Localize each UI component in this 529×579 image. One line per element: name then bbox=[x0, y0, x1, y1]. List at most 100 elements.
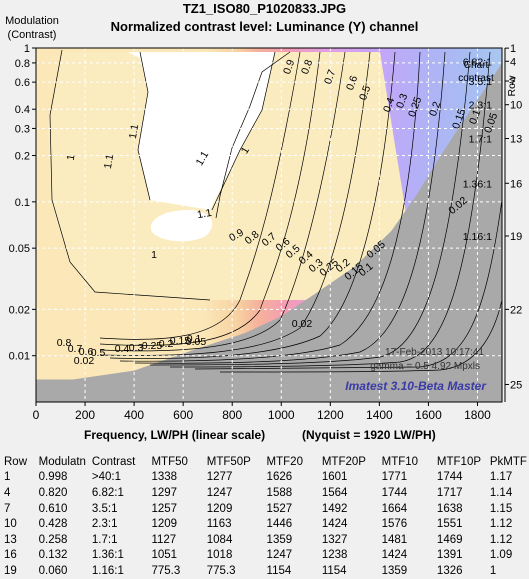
contour-label: 1 bbox=[151, 249, 157, 261]
right-contrast-label: 2.3:1 bbox=[469, 100, 493, 112]
table-cell: 10 bbox=[4, 518, 17, 531]
table-cell: 1.17 bbox=[489, 471, 513, 484]
gamma-label: gamma = 0.5 4.92 Mpxls bbox=[370, 361, 480, 372]
contour-label: 0.5 bbox=[357, 84, 373, 102]
table-cell: 19 bbox=[4, 564, 17, 577]
y-tick-label: 1 bbox=[24, 43, 30, 55]
table-cell: 1717 bbox=[436, 486, 463, 499]
right-row-label: 1 bbox=[510, 43, 516, 55]
right-contrast-label: 6.82:1 bbox=[463, 56, 492, 68]
contour-line-9 bbox=[109, 51, 396, 359]
table-row: 13 0.258 1.7:1 1127 1084 1359 1327 1481 1469 1.12 bbox=[4, 532, 529, 548]
contour-island-1.1 bbox=[150, 210, 213, 242]
table-cell: 2.3:1 bbox=[91, 518, 118, 531]
contour-label: 1.1 bbox=[102, 153, 116, 170]
right-contrast-label: 1.36:1 bbox=[463, 178, 492, 190]
contour-label: 0.6 bbox=[344, 74, 360, 92]
contour-label: 0.4 bbox=[115, 343, 130, 355]
table-cell: 1744 bbox=[381, 486, 408, 499]
table-cell: 6.82:1 bbox=[91, 486, 124, 499]
table-cell: 1359 bbox=[266, 533, 293, 546]
x-tick-label: 800 bbox=[222, 408, 242, 422]
table-cell: 0.060 bbox=[38, 564, 68, 577]
table-cell: 1492 bbox=[321, 502, 348, 515]
table-header-cell: Modulatn bbox=[38, 455, 86, 468]
table-cell: 0.820 bbox=[38, 486, 68, 499]
table-cell: 7 bbox=[4, 502, 11, 515]
right-contrast-label: 3.5:1 bbox=[469, 76, 493, 88]
x-axis-label: Frequency, LW/PH (linear scale) bbox=[84, 428, 266, 442]
table-cell: 0.428 bbox=[38, 518, 68, 531]
table-cell: 1338 bbox=[151, 471, 178, 484]
table-cell: 0.610 bbox=[38, 502, 68, 515]
chart-contrast-title-line2: contrast bbox=[458, 73, 494, 84]
table-cell: 1424 bbox=[321, 518, 348, 531]
right-contrast-label: 1.16:1 bbox=[463, 231, 492, 243]
contour-label: 0.2 bbox=[159, 338, 174, 350]
contour-label: 0.02 bbox=[74, 355, 95, 367]
y-axis-label-line2: (Contrast) bbox=[7, 29, 57, 41]
table-header-row: Row Modulatn Contrast MTF50 MTF50P MTF20 MTF20… bbox=[4, 454, 529, 470]
table-cell: 1.36:1 bbox=[91, 549, 124, 562]
table-cell: 0.998 bbox=[38, 471, 68, 484]
y-tick-label: 0.8 bbox=[15, 58, 30, 70]
x-tick-label: 1800 bbox=[464, 408, 491, 422]
contour-label: 0.1 bbox=[467, 108, 483, 126]
table-header-cell: MTF50P bbox=[206, 455, 251, 468]
x-tick-label: 1600 bbox=[415, 408, 442, 422]
table-header-cell: Contrast bbox=[91, 455, 136, 468]
table-cell: 0.132 bbox=[38, 549, 68, 562]
right-axis-title: Row bbox=[506, 75, 518, 96]
table-cell: 1626 bbox=[266, 471, 293, 484]
contour-label: 0.3 bbox=[129, 342, 144, 354]
y-tick-label: 0.3 bbox=[15, 123, 30, 135]
table-cell: 1084 bbox=[206, 533, 233, 546]
x-tick-label: 0 bbox=[33, 408, 40, 422]
table-cell: 1.09 bbox=[489, 549, 513, 562]
y-tick-label: 0.05 bbox=[9, 243, 30, 255]
contour-label: 0.15 bbox=[170, 335, 191, 347]
table-cell: 1127 bbox=[151, 533, 177, 546]
table-cell: 1163 bbox=[206, 518, 232, 531]
chart-subtitle: Normalized contrast level: Luminance (Y)… bbox=[110, 19, 419, 34]
x-tick-label: 1000 bbox=[268, 408, 295, 422]
table-cell: 16 bbox=[4, 549, 17, 562]
table-cell: 1 bbox=[4, 471, 11, 484]
results-table: Row Modulatn Contrast MTF50 MTF50P MTF20 MTF20… bbox=[4, 454, 529, 579]
table-cell: 1551 bbox=[436, 518, 463, 531]
right-row-label: 7 bbox=[510, 76, 516, 88]
contour-label: 0.9 bbox=[281, 58, 297, 76]
table-header-cell: PkMTF bbox=[489, 455, 527, 468]
right-contrast-label: 1.7:1 bbox=[469, 134, 493, 146]
plot-frame bbox=[35, 47, 503, 403]
contour-line-14 bbox=[194, 199, 502, 370]
table-cell: 1527 bbox=[266, 502, 293, 515]
table-cell: 1469 bbox=[436, 533, 463, 546]
table-cell: 1576 bbox=[381, 518, 408, 531]
table-cell: 1154 bbox=[266, 564, 292, 577]
contour-label: 0.2 bbox=[427, 100, 443, 118]
table-row: 4 0.820 6.82:1 1297 1247 1588 1564 1744 1717 1.14 bbox=[4, 485, 529, 501]
contour-chart: 1.11.11.1 1.11110.90.90.80.80.80.70.70.70… bbox=[9, 43, 523, 422]
y-tick-label: 0.1 bbox=[15, 197, 30, 209]
table-cell: 775.3 bbox=[206, 564, 236, 577]
y-tick-label: 0.01 bbox=[9, 351, 30, 363]
table-header-cell: MTF10 bbox=[381, 455, 419, 468]
contour-line-10 bbox=[119, 51, 421, 362]
y-axis-label: Modulation (Contrast) bbox=[2, 14, 62, 42]
contour-region-above-1.1 bbox=[128, 52, 275, 210]
table-cell: 775.3 bbox=[151, 564, 181, 577]
table-cell: 1257 bbox=[151, 502, 178, 515]
contour-label: 0.8 bbox=[299, 58, 315, 76]
table-cell: 1601 bbox=[321, 471, 348, 484]
contour-label: 0.25 bbox=[142, 340, 163, 352]
table-cell: 0.258 bbox=[38, 533, 68, 546]
contour-label: 0.4 bbox=[381, 96, 397, 114]
contour-line-6 bbox=[99, 51, 321, 346]
table-cell: 1297 bbox=[151, 486, 178, 499]
table-header-cell: Row bbox=[4, 455, 28, 468]
contour-label: 0.8 bbox=[57, 337, 72, 349]
chart-title: TZ1_ISO80_P1020833.JPG bbox=[182, 1, 347, 16]
x-tick-label: 1400 bbox=[366, 408, 393, 422]
contour-line-4 bbox=[211, 51, 276, 211]
